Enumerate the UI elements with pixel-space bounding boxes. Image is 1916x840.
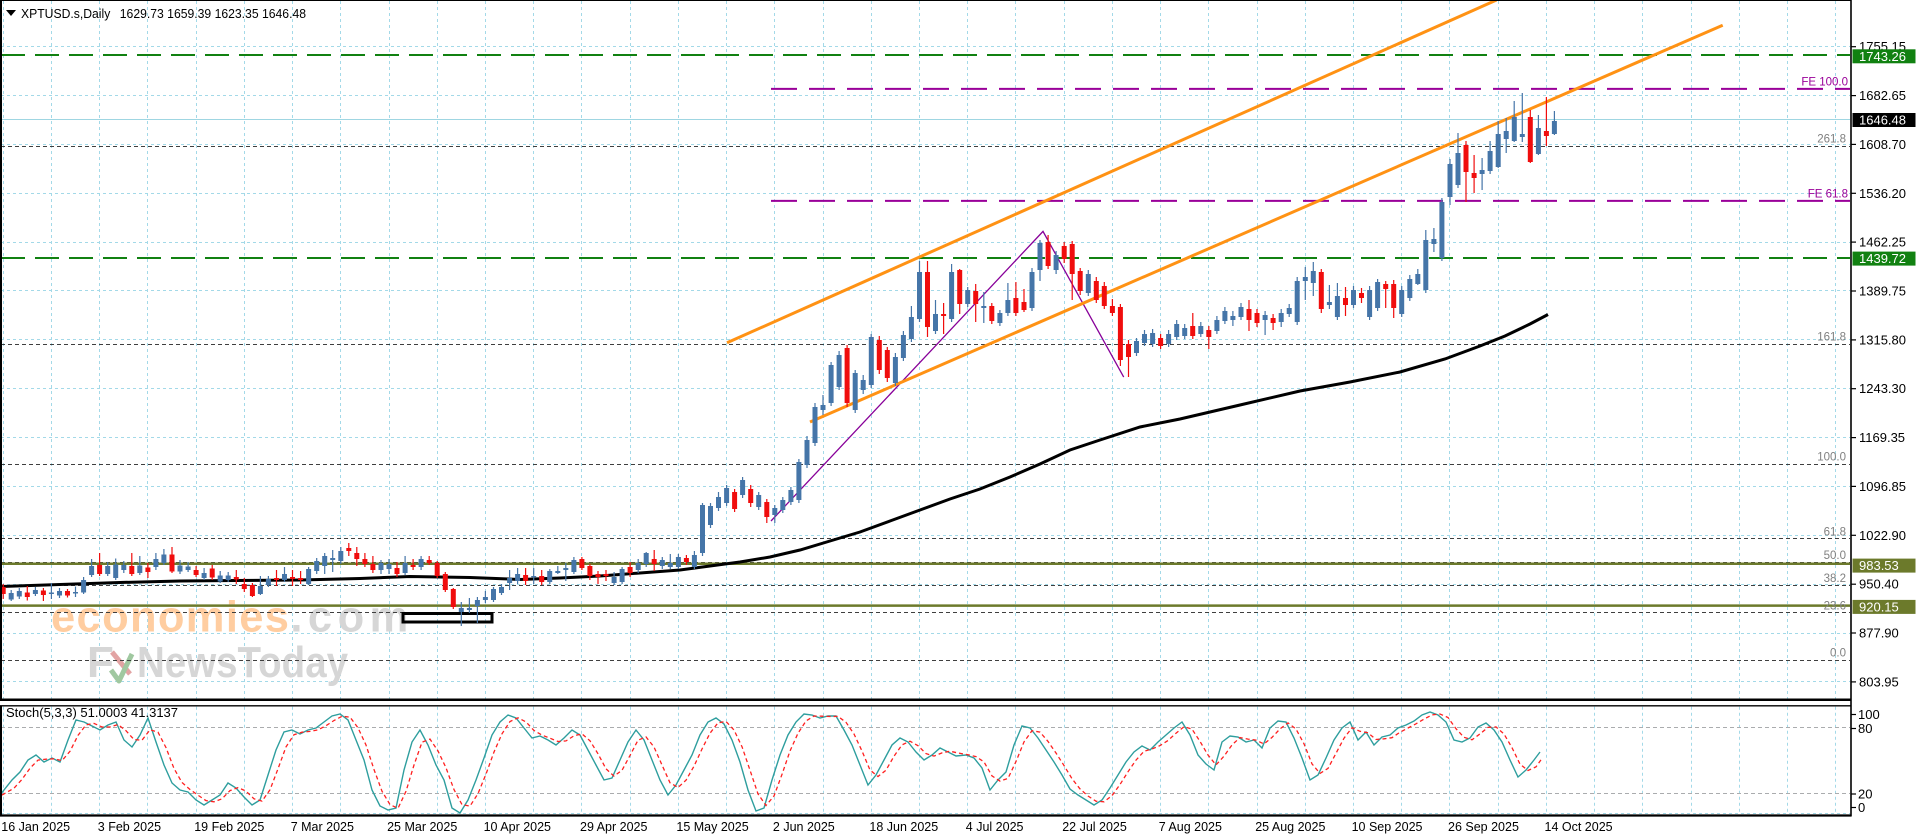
svg-text:803.95: 803.95 [1859, 674, 1899, 689]
svg-text:2 Jun 2025: 2 Jun 2025 [773, 820, 835, 834]
svg-text:0.0: 0.0 [1830, 648, 1846, 660]
svg-text:14 Oct 2025: 14 Oct 2025 [1545, 820, 1613, 834]
svg-text:FE 61.8: FE 61.8 [1808, 189, 1848, 201]
svg-text:4 Jul 2025: 4 Jul 2025 [966, 820, 1024, 834]
svg-text:920.15: 920.15 [1859, 599, 1899, 614]
svg-text:19 Feb 2025: 19 Feb 2025 [194, 820, 264, 834]
svg-text:877.90: 877.90 [1859, 626, 1899, 641]
svg-text:1169.35: 1169.35 [1859, 430, 1905, 445]
svg-text:50.0: 50.0 [1824, 550, 1846, 562]
svg-text:1536.20: 1536.20 [1859, 186, 1906, 201]
svg-text:1608.70: 1608.70 [1859, 137, 1906, 152]
svg-text:NewsToday: NewsToday [137, 638, 348, 687]
svg-text:983.53: 983.53 [1859, 558, 1899, 573]
svg-text:26 Sep 2025: 26 Sep 2025 [1448, 820, 1519, 834]
svg-text:1439.72: 1439.72 [1859, 251, 1906, 266]
svg-text:0: 0 [1858, 800, 1865, 815]
svg-text:61.8: 61.8 [1824, 526, 1846, 538]
svg-text:18 Jun 2025: 18 Jun 2025 [869, 820, 938, 834]
svg-text:Stoch(5,3,3) 51.0003 41.3137: Stoch(5,3,3) 51.0003 41.3137 [6, 705, 178, 720]
svg-text:25 Mar 2025: 25 Mar 2025 [387, 820, 457, 834]
svg-text:1096.85: 1096.85 [1859, 479, 1906, 494]
svg-text:80: 80 [1858, 721, 1872, 736]
svg-text:20: 20 [1858, 787, 1872, 802]
svg-text:7 Mar 2025: 7 Mar 2025 [291, 820, 354, 834]
svg-text:1315.80: 1315.80 [1859, 332, 1906, 347]
svg-text:100.0: 100.0 [1817, 452, 1846, 464]
svg-text:100: 100 [1858, 707, 1880, 722]
svg-text:1646.48: 1646.48 [1859, 113, 1906, 128]
svg-text:161.8: 161.8 [1817, 332, 1846, 344]
svg-text:economies.com: economies.com [51, 594, 408, 642]
svg-text:XPTUSD.s,Daily 1629.73 1659.3: XPTUSD.s,Daily 1629.73 1659.39 1623.35 1… [21, 6, 306, 21]
svg-text:15 May 2025: 15 May 2025 [676, 820, 748, 834]
svg-text:1022.90: 1022.90 [1859, 528, 1906, 543]
svg-text:7 Aug 2025: 7 Aug 2025 [1159, 820, 1222, 834]
svg-text:25 Aug 2025: 25 Aug 2025 [1255, 820, 1325, 834]
svg-text:3 Feb 2025: 3 Feb 2025 [98, 820, 161, 834]
svg-text:10 Apr 2025: 10 Apr 2025 [484, 820, 551, 834]
svg-text:1243.30: 1243.30 [1859, 381, 1906, 396]
svg-text:1682.65: 1682.65 [1859, 88, 1906, 103]
svg-text:1743.26: 1743.26 [1859, 49, 1906, 64]
svg-text:23.6: 23.6 [1824, 600, 1846, 612]
svg-text:1462.25: 1462.25 [1859, 235, 1906, 250]
svg-text:261.8: 261.8 [1817, 134, 1846, 146]
svg-text:16 Jan 2025: 16 Jan 2025 [1, 820, 70, 834]
svg-text:1389.75: 1389.75 [1859, 284, 1906, 299]
svg-text:F: F [87, 638, 114, 687]
svg-text:22 Jul 2025: 22 Jul 2025 [1062, 820, 1127, 834]
svg-text:10 Sep 2025: 10 Sep 2025 [1352, 820, 1423, 834]
svg-text:FE 100.0: FE 100.0 [1801, 77, 1848, 89]
svg-text:950.40: 950.40 [1859, 577, 1899, 592]
svg-text:38.2: 38.2 [1824, 573, 1846, 585]
svg-text:29 Apr 2025: 29 Apr 2025 [580, 820, 647, 834]
